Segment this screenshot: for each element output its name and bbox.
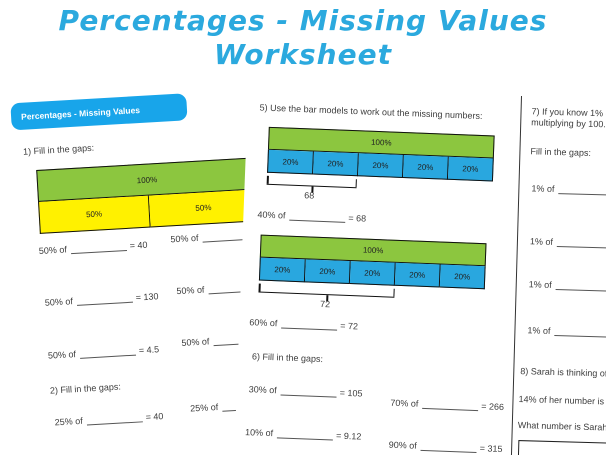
fill-gap-problem: 1% of — [530, 236, 606, 249]
problem-lhs: 1% of — [529, 236, 554, 247]
blank-line — [555, 280, 606, 292]
problem-lhs: 90% of — [388, 439, 417, 451]
problem-answer: = 40 — [145, 411, 164, 423]
q5-bar-model-1: 100% 20% 20% 20% 20% 20% — [267, 126, 495, 182]
blank-line — [280, 385, 337, 398]
problem-lhs: 10% of — [244, 427, 274, 439]
q8-line-1: 8) Sarah is thinking of — [520, 366, 606, 379]
q7-heading-line-2: multiplying by 100. — [531, 117, 606, 130]
blank-line — [70, 240, 128, 255]
q1-heading: 1) Fill in the gaps: — [22, 142, 95, 157]
answer-box — [516, 440, 606, 455]
fill-gap-problem: 10% of = 9.12 — [245, 427, 362, 441]
problem-lhs: 1% of — [528, 279, 552, 290]
problem-answer: = 105 — [339, 387, 363, 399]
bar-cell-50: 50% — [38, 195, 151, 234]
bracket-label: 72 — [319, 298, 331, 310]
q7-subheading: Fill in the gaps: — [530, 146, 592, 158]
problem-lhs: 30% of — [248, 384, 277, 396]
fill-gap-problem: 90% of = 315 — [389, 440, 503, 454]
problem-lhs: 25% of — [54, 415, 84, 428]
bar-cell-20: 20% — [439, 264, 486, 290]
fill-gap-problem: 1% of — [529, 279, 606, 292]
problem-lhs: 50% of — [181, 336, 210, 348]
worksheet-header-badge: Percentages - Missing Values — [10, 93, 188, 131]
blank-line — [76, 292, 134, 306]
blank-line — [86, 412, 143, 426]
title-line-1: Percentages - Missing Values — [58, 4, 548, 37]
bar-cell-20: 20% — [267, 149, 314, 175]
q2-heading: 2) Fill in the gaps: — [49, 381, 122, 396]
q5-bar-model-2: 100% 20% 20% 20% 20% 20% — [258, 234, 487, 290]
fill-gap-problem: 50% of = 130 — [45, 291, 159, 308]
bar-cell-20: 20% — [357, 153, 404, 179]
fill-gap-problem: 50% of = 4.5 — [48, 344, 160, 360]
problem-lhs: 50% of — [47, 349, 77, 361]
q8-line-3: What number is Sarah — [517, 420, 606, 433]
problem-lhs: 1% of — [531, 183, 555, 194]
bracket-label: 68 — [304, 190, 315, 201]
bar-cell-20: 20% — [447, 156, 494, 182]
bar-cell-20: 20% — [258, 257, 306, 283]
bar-cell-20: 20% — [313, 151, 359, 177]
blank-line — [556, 237, 606, 249]
fill-gap-problem: 1% of — [527, 325, 606, 338]
problem-answer: = 72 — [340, 320, 359, 332]
problem-answer: = 315 — [479, 443, 503, 455]
problem-answer: = 40 — [129, 239, 148, 251]
bracket — [258, 284, 395, 302]
q1-bar-model: 100% 50% 50% — [36, 157, 260, 234]
blank-line — [558, 184, 606, 196]
problem-lhs: 70% of — [390, 397, 419, 409]
fill-gap-problem: 1% of — [531, 183, 606, 196]
problem-lhs: 50% of — [170, 232, 199, 245]
fill-gap-problem: 50% of = 40 — [39, 240, 148, 256]
blank-line — [554, 326, 606, 338]
fill-gap-problem: 30% of = 105 — [249, 384, 363, 398]
blank-line — [79, 345, 137, 359]
page-title: Percentages - Missing Values Worksheet — [0, 4, 606, 72]
bar-cell-20: 20% — [402, 155, 449, 180]
problem-lhs: 50% of — [38, 244, 68, 257]
bar-cell-20: 20% — [349, 261, 396, 286]
problem-lhs: 50% of — [44, 296, 74, 308]
q6-heading: 6) Fill in the gaps: — [251, 351, 324, 365]
fill-gap-problem: 70% of = 266 — [390, 398, 504, 412]
worksheet-page-2: 5) Use the bar models to work out the mi… — [233, 96, 540, 455]
bar-cell-20: 20% — [394, 262, 441, 288]
title-line-2: Worksheet — [214, 38, 392, 71]
blank-line — [289, 210, 346, 223]
problem-answer: = 130 — [135, 291, 159, 303]
problem-lhs: 50% of — [176, 284, 205, 297]
blank-line — [281, 318, 338, 331]
worksheet-page-3: 7) If you know 1% o multiplying by 100. … — [510, 96, 606, 455]
badge-label: Percentages - Missing Values — [20, 104, 141, 122]
fill-gap-problem: 60% of = 72 — [249, 317, 358, 331]
problem-lhs: 25% of — [189, 401, 219, 414]
problem-lhs: 40% of — [257, 209, 286, 221]
problem-answer: = 9.12 — [335, 430, 362, 442]
q5-heading: 5) Use the bar models to work out the mi… — [259, 102, 483, 122]
problem-answer: = 266 — [481, 401, 505, 413]
problem-lhs: 60% of — [249, 317, 278, 329]
bar-cell-20: 20% — [304, 259, 351, 285]
problem-answer: = 4.5 — [138, 344, 160, 356]
problem-answer: = 68 — [348, 212, 367, 224]
q8-line-2: 14% of her number is 5 — [518, 394, 606, 407]
blank-line — [420, 440, 477, 454]
problem-lhs: 1% of — [527, 325, 551, 336]
blank-line — [276, 428, 334, 441]
fill-gap-problem: 40% of = 68 — [257, 209, 366, 223]
fill-gap-problem: 25% of = 40 — [54, 411, 163, 427]
blank-line — [422, 398, 479, 412]
bracket — [266, 176, 357, 193]
